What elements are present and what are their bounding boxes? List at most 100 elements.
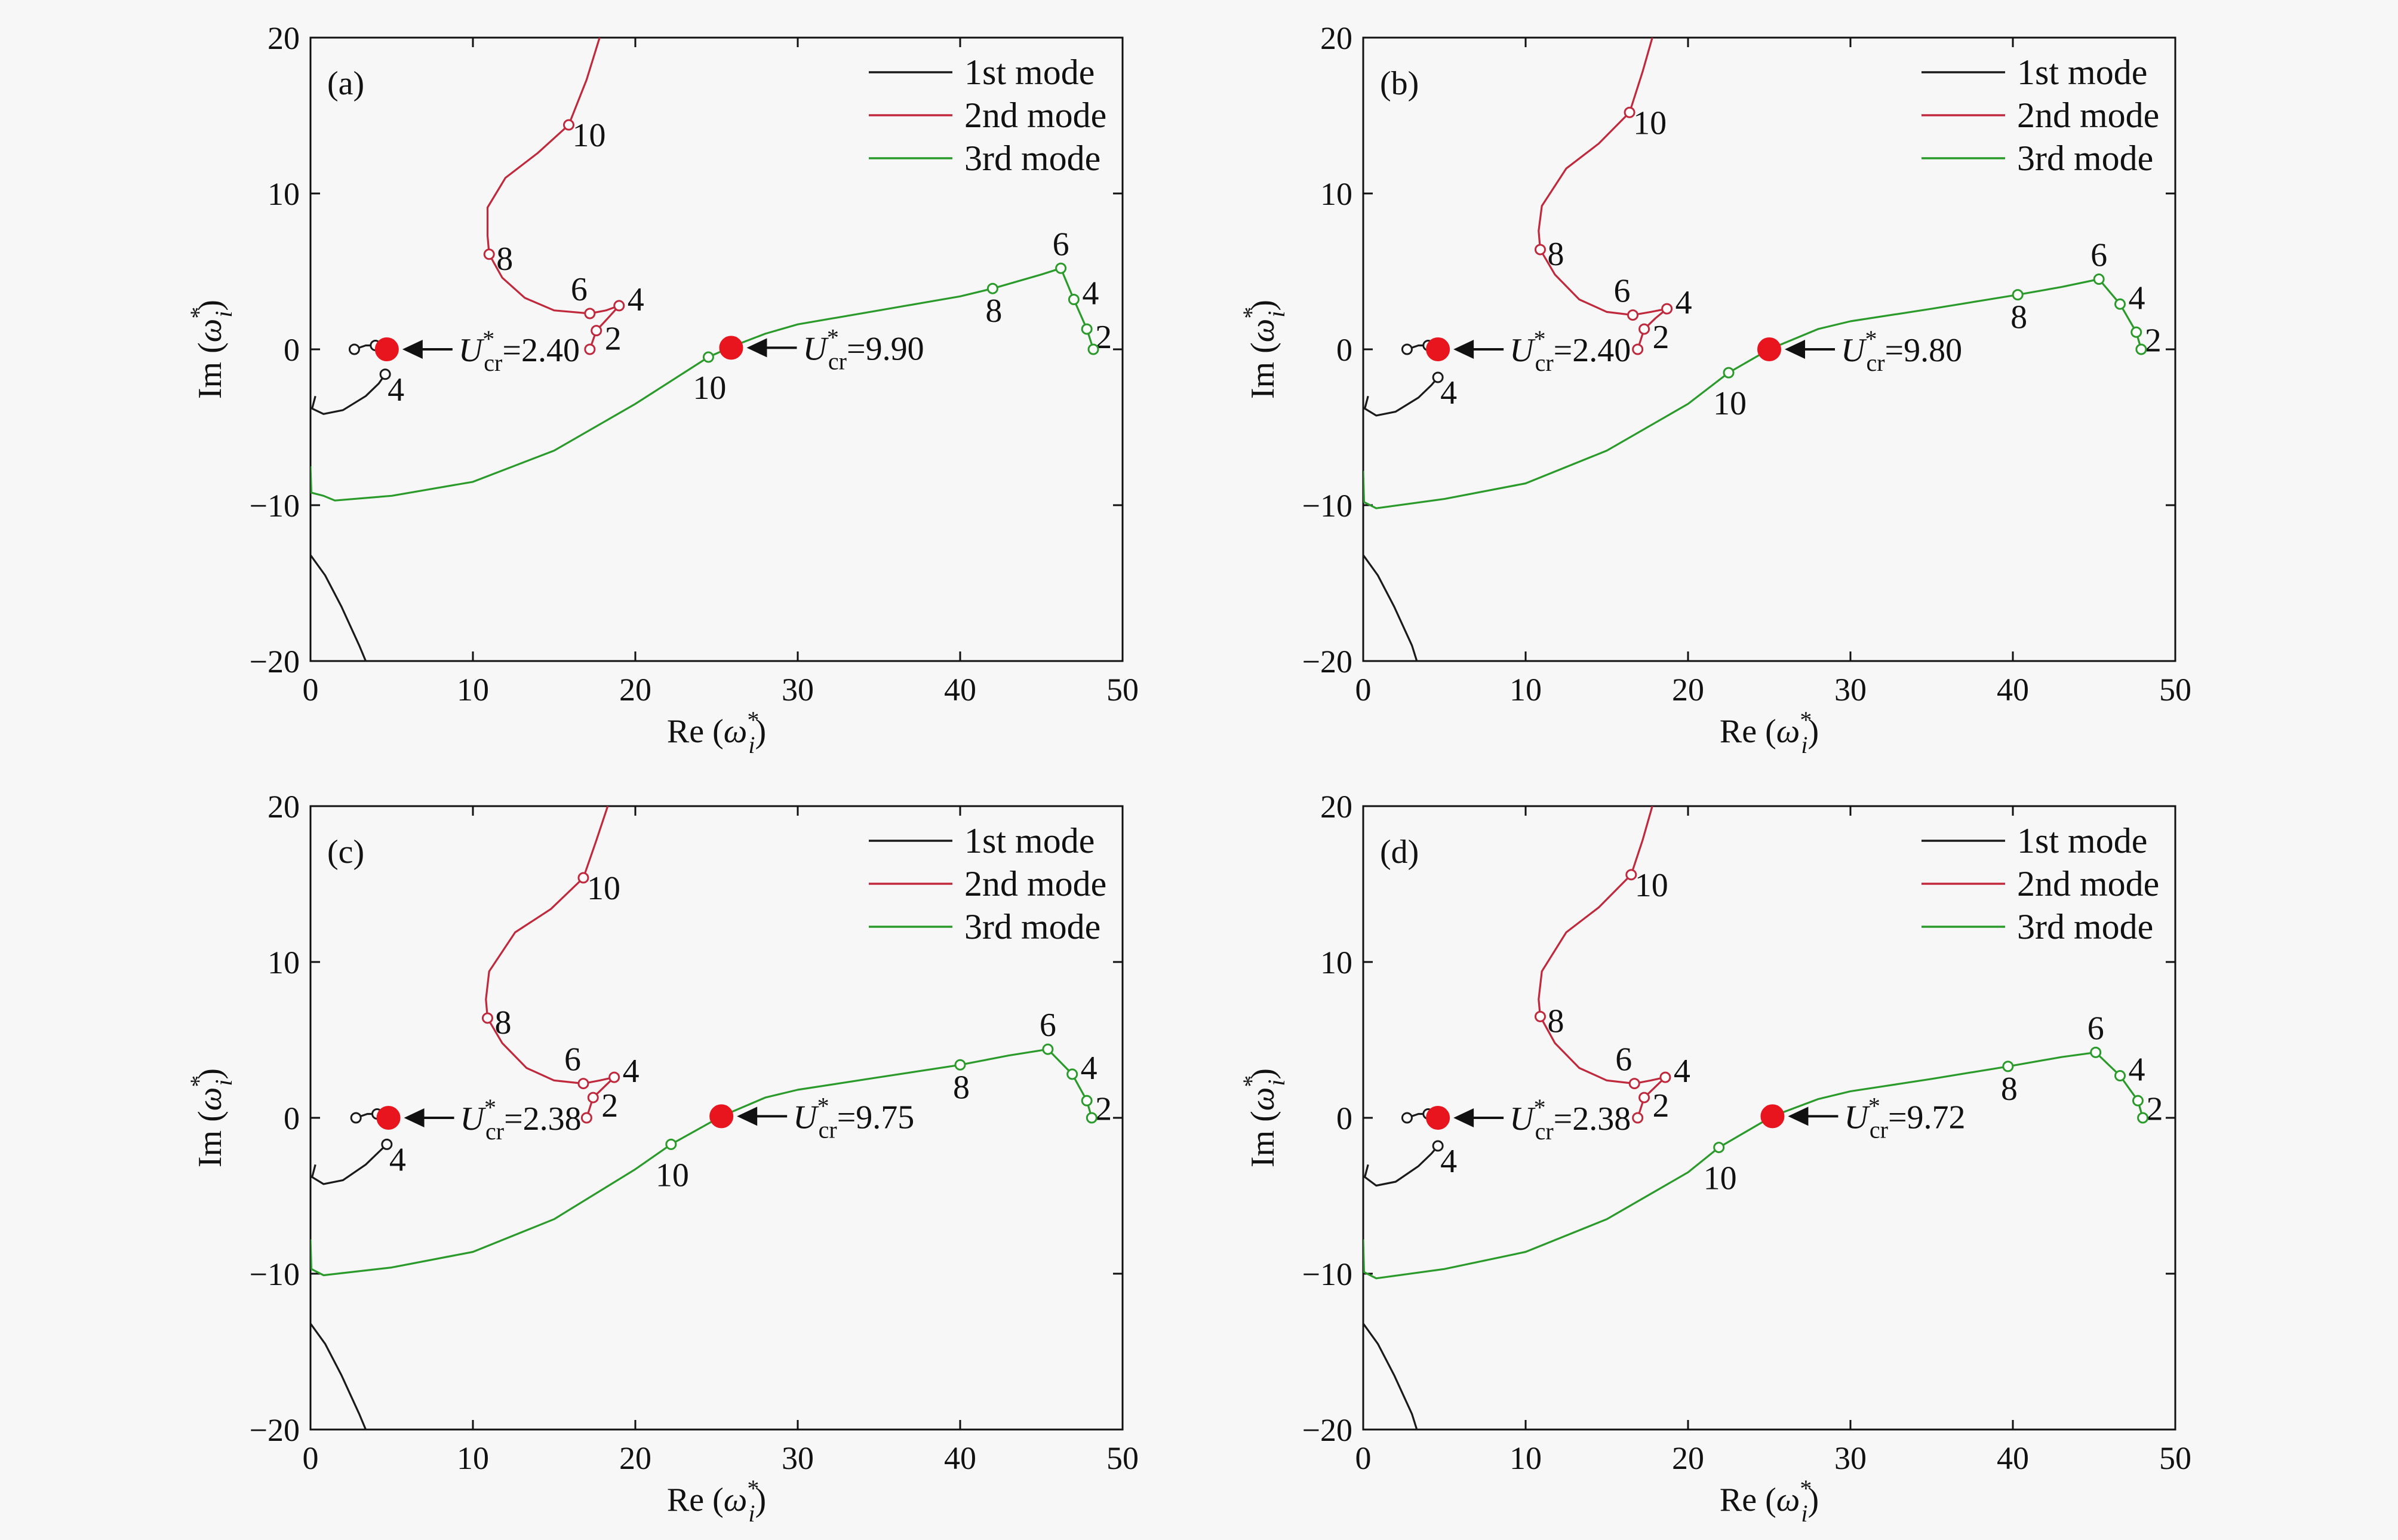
data-point-marker [591, 325, 602, 337]
data-point-marker [1066, 1068, 1078, 1080]
point-label: 2 [605, 321, 622, 358]
data-point-marker [2090, 1046, 2102, 1058]
x-tick-label: 20 [619, 672, 651, 708]
arrow-head-icon [737, 1106, 758, 1126]
data-point-marker [2093, 273, 2105, 285]
data-point-marker [1638, 323, 1650, 335]
point-label: 10 [693, 370, 726, 407]
chart-panel-d: 0 10 20 30 40 50 −20 −10 0 10 20 Re (ω* i) Im (ω*i) (d… [1238, 789, 2191, 1527]
critical-velocity-label: U* cr=9.75 [793, 1092, 914, 1143]
y-tick-label: 0 [1336, 332, 1352, 368]
critical-point-marker [1426, 337, 1450, 361]
arrow-head-icon [1453, 340, 1474, 359]
series-line-1 [311, 373, 386, 415]
critical-point-marker [709, 1104, 734, 1129]
point-label: 10 [572, 117, 605, 154]
point-label: 2 [1653, 1087, 1670, 1124]
data-point-marker [1632, 343, 1644, 355]
data-point-marker [1432, 371, 1444, 383]
critical-point-marker [1760, 1104, 1785, 1129]
critical-point-marker [1426, 1106, 1450, 1130]
y-tick-label: 0 [1336, 1101, 1352, 1136]
y-tick-label: −20 [1302, 1412, 1352, 1448]
point-label: 6 [1053, 226, 1069, 263]
data-point-marker [1661, 303, 1673, 315]
data-point-marker [1624, 106, 1635, 118]
point-label: 8 [985, 293, 1002, 330]
y-tick-label: −20 [250, 644, 300, 680]
x-tick-label: 0 [1355, 672, 1372, 708]
legend-entry: 3rd mode [2017, 907, 2153, 946]
point-label: 4 [2129, 1052, 2145, 1089]
data-point-marker [665, 1138, 677, 1150]
data-point-marker [2012, 289, 2024, 301]
series-line-1 [1363, 554, 1418, 661]
legend-entry: 3rd mode [964, 139, 1100, 178]
x-tick-label: 50 [1106, 1440, 1139, 1476]
data-point-marker [2114, 298, 2126, 310]
data-point-marker [577, 1078, 589, 1090]
y-tick-label: 20 [1320, 20, 1352, 56]
data-point-marker [608, 1071, 620, 1083]
data-point-marker [1401, 1112, 1413, 1124]
arrow-head-icon [1785, 340, 1805, 359]
point-label: 4 [1081, 1050, 1097, 1087]
legend-entry: 1st mode [2017, 53, 2147, 92]
y-tick-label: 10 [268, 176, 300, 212]
arrow-head-icon [404, 1108, 425, 1127]
data-point-marker [1632, 1112, 1644, 1124]
critical-velocity-label: U* cr=2.38 [460, 1094, 582, 1145]
data-point-marker [348, 343, 360, 355]
x-axis-label: Re (ω* i) [667, 1475, 766, 1527]
point-label: 10 [587, 870, 620, 907]
data-point-marker [1628, 1078, 1640, 1090]
x-tick-label: 20 [1672, 672, 1704, 708]
y-axis-label: Im (ω*i) [1238, 1068, 1290, 1167]
point-label: 10 [656, 1157, 689, 1194]
critical-velocity-label: U* cr=2.40 [1509, 325, 1631, 376]
y-tick-label: 20 [268, 20, 300, 56]
point-label: 4 [1674, 1053, 1690, 1090]
point-label: 2 [2145, 322, 2162, 359]
x-tick-label: 10 [457, 1440, 489, 1476]
data-point-marker [1081, 1095, 1093, 1106]
point-label: 8 [496, 241, 513, 278]
point-label: 8 [2010, 299, 2027, 336]
panel-label: (d) [1380, 834, 1419, 871]
data-point-marker [584, 343, 596, 355]
data-point-marker [613, 300, 625, 312]
x-axis-label: Re (ω* i) [667, 706, 766, 758]
y-tick-label: −10 [250, 1256, 300, 1292]
x-tick-label: 40 [1997, 672, 2029, 708]
data-point-marker [1713, 1142, 1725, 1154]
y-tick-label: 10 [1320, 176, 1352, 212]
legend-entry: 3rd mode [964, 907, 1100, 946]
data-point-marker [379, 368, 391, 380]
data-point-marker [702, 351, 714, 363]
y-tick-label: 10 [268, 945, 300, 980]
x-tick-label: 40 [1997, 1440, 2029, 1476]
data-point-marker [2002, 1061, 2014, 1072]
critical-velocity-label: U* cr=9.80 [1841, 325, 1962, 376]
point-label: 8 [953, 1069, 970, 1106]
x-tick-label: 50 [2159, 672, 2191, 708]
critical-point-marker [719, 336, 743, 360]
arrow-head-icon [402, 340, 423, 359]
x-tick-label: 20 [619, 1440, 651, 1476]
data-point-marker [2137, 1112, 2149, 1124]
legend-entry: 1st mode [964, 821, 1095, 860]
data-point-marker [1625, 869, 1637, 881]
x-tick-label: 40 [944, 672, 976, 708]
data-point-marker [584, 308, 596, 319]
series-line-2 [585, 1076, 615, 1118]
point-label: 10 [1713, 385, 1747, 422]
x-tick-label: 10 [457, 672, 489, 708]
data-point-marker [1055, 262, 1067, 274]
y-tick-label: 0 [284, 332, 300, 368]
point-label: 8 [1547, 1003, 1564, 1040]
critical-point-marker [1757, 337, 1781, 361]
critical-point-marker [374, 337, 399, 361]
data-point-marker [1042, 1043, 1054, 1055]
point-label: 4 [388, 371, 404, 408]
